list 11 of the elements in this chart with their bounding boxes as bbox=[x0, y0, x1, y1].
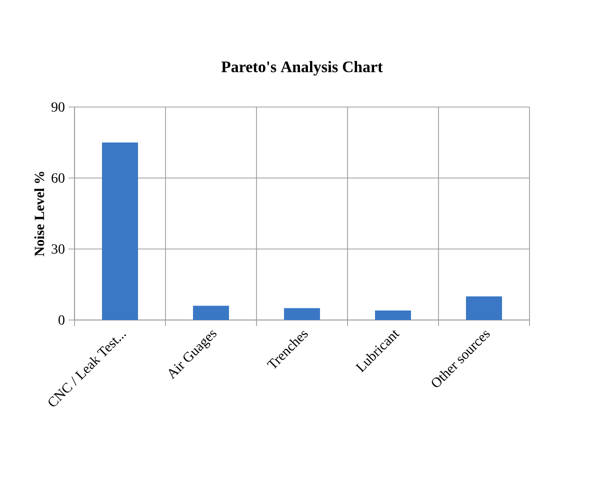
y-tick-label: 30 bbox=[52, 244, 64, 254]
bar bbox=[102, 142, 138, 320]
bar bbox=[193, 306, 230, 320]
y-tick-label: 90 bbox=[51, 102, 64, 112]
bar bbox=[466, 296, 502, 320]
bar bbox=[284, 308, 320, 320]
y-axis-title: Noise Level % bbox=[34, 172, 44, 256]
y-tick-label: 0 bbox=[58, 315, 64, 325]
bar bbox=[375, 310, 412, 320]
y-tick-label: 60 bbox=[52, 173, 64, 183]
chart-title: Pareto's Analysis Chart bbox=[221, 61, 383, 76]
